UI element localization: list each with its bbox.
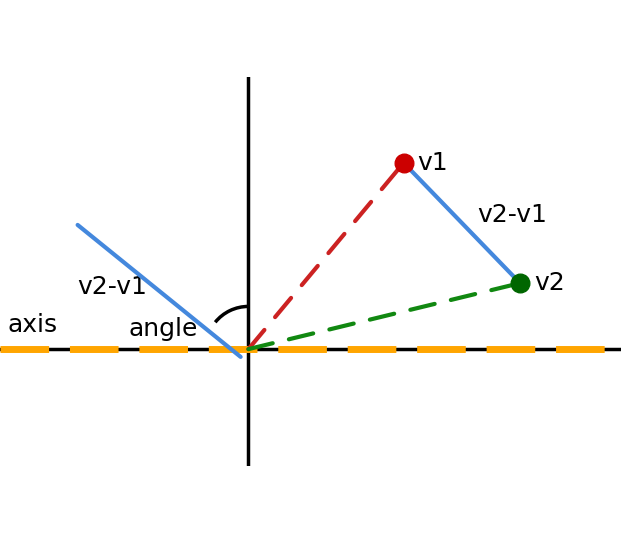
Text: v2: v2 (534, 271, 565, 295)
Text: angle: angle (129, 317, 198, 342)
Point (399, 159, 409, 167)
Point (515, 279, 525, 287)
Text: v2-v1: v2-v1 (78, 275, 148, 299)
Text: v2-v1: v2-v1 (478, 203, 547, 227)
Text: axis: axis (7, 313, 58, 338)
Text: v1: v1 (418, 151, 448, 175)
